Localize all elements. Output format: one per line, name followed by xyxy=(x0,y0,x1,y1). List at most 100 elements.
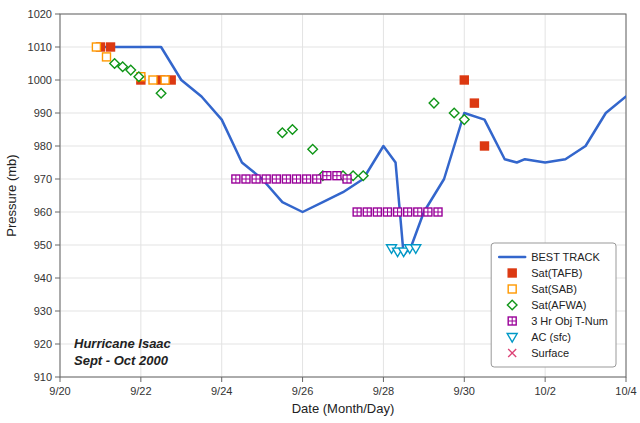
marker-square-plus xyxy=(282,175,290,183)
y-tick-label: 1010 xyxy=(28,41,52,53)
marker-square xyxy=(470,99,478,107)
marker-square xyxy=(107,43,115,51)
legend-label: Surface xyxy=(531,347,569,359)
marker-shape xyxy=(161,76,169,84)
marker-shape xyxy=(272,175,280,183)
marker-shape xyxy=(460,76,468,84)
x-tick-label: 9/28 xyxy=(373,385,394,397)
y-tick-label: 1020 xyxy=(28,8,52,20)
marker-square xyxy=(481,142,489,150)
marker-shape xyxy=(308,145,318,155)
marker-square-plus xyxy=(242,175,250,183)
legend-box xyxy=(491,243,616,367)
marker-shape xyxy=(394,208,402,216)
plot-frame xyxy=(60,14,626,377)
marker-diamond-open xyxy=(156,88,166,98)
y-tick-label: 970 xyxy=(34,173,52,185)
marker-cross xyxy=(508,317,516,325)
legend-label: 3 Hr Obj T-Num xyxy=(531,315,608,327)
y-grid-line xyxy=(60,113,626,114)
marker-shape xyxy=(303,175,311,183)
marker-shape xyxy=(434,208,442,216)
y-tick xyxy=(55,113,60,114)
marker-diamond-open xyxy=(507,300,517,310)
marker-shape xyxy=(252,175,260,183)
x-tick-label: 9/24 xyxy=(211,385,232,397)
marker-square-plus xyxy=(313,175,321,183)
y-tick xyxy=(55,344,60,345)
marker-triangle-down-open xyxy=(507,334,517,343)
x-tick xyxy=(464,377,465,382)
marker-shape xyxy=(411,245,421,254)
x-grid-line xyxy=(302,14,303,377)
marker-cross xyxy=(272,175,280,183)
marker-square-open xyxy=(102,53,110,61)
data-area xyxy=(92,43,626,257)
marker-shape xyxy=(92,43,100,51)
annotation: Hurricane Isaac xyxy=(74,336,172,351)
marker-shape xyxy=(449,108,459,118)
marker-square-plus xyxy=(272,175,280,183)
annotations: Hurricane IsaacSept - Oct 2000 xyxy=(74,336,172,368)
marker-shape xyxy=(232,175,240,183)
marker-shape xyxy=(333,172,341,180)
marker-square-plus xyxy=(252,175,260,183)
marker-square xyxy=(508,269,516,277)
marker-cross xyxy=(394,208,402,216)
marker-shape xyxy=(507,300,517,310)
y-grid-line xyxy=(60,146,626,147)
axes: 9/209/229/249/269/289/3010/210/491092093… xyxy=(28,8,637,397)
y-tick-label: 940 xyxy=(34,272,52,284)
marker-square-plus xyxy=(293,175,301,183)
marker-shape xyxy=(358,171,368,181)
marker-shape xyxy=(107,43,115,51)
y-tick-label: 990 xyxy=(34,107,52,119)
marker-cross xyxy=(293,175,301,183)
marker-shape xyxy=(282,175,290,183)
marker-diamond-open xyxy=(429,98,439,108)
marker-shape xyxy=(126,65,136,75)
marker-square-plus xyxy=(363,208,371,216)
marker-shape xyxy=(424,208,432,216)
marker-cross xyxy=(242,175,250,183)
y-tick xyxy=(55,245,60,246)
x-grid-line xyxy=(221,14,222,377)
x-grid-line xyxy=(140,14,141,377)
marker-diamond-open xyxy=(288,125,298,135)
marker-shape xyxy=(288,125,298,135)
marker-shape xyxy=(373,208,381,216)
marker-cross xyxy=(303,175,311,183)
marker-square-plus xyxy=(404,208,412,216)
marker-shape xyxy=(363,208,371,216)
marker-cross xyxy=(282,175,290,183)
marker-shape xyxy=(343,175,351,183)
marker-square-plus xyxy=(383,208,391,216)
marker-shape xyxy=(156,88,166,98)
marker-square-plus xyxy=(394,208,402,216)
marker-square-open xyxy=(149,76,157,84)
marker-square-plus xyxy=(303,175,311,183)
marker-square-plus xyxy=(323,172,331,180)
x-tick xyxy=(302,377,303,382)
grid xyxy=(60,14,626,377)
marker-shape xyxy=(414,208,422,216)
y-tick xyxy=(55,377,60,378)
marker-shape xyxy=(242,175,250,183)
marker-square-plus xyxy=(262,175,270,183)
marker-shape xyxy=(508,349,516,357)
y-tick xyxy=(55,80,60,81)
marker-cross xyxy=(434,208,442,216)
x-tick-label: 9/20 xyxy=(49,385,70,397)
marker-shape xyxy=(508,317,516,325)
y-grid-line xyxy=(60,212,626,213)
points xyxy=(92,43,488,257)
marker-cross xyxy=(424,208,432,216)
x-tick xyxy=(545,377,546,382)
y-tick xyxy=(55,146,60,147)
marker-shape xyxy=(404,208,412,216)
marker-shape xyxy=(507,334,517,343)
marker-x xyxy=(508,349,516,357)
marker-shape xyxy=(353,208,361,216)
x-grid-line xyxy=(464,14,465,377)
legend-label: BEST TRACK xyxy=(531,251,600,263)
